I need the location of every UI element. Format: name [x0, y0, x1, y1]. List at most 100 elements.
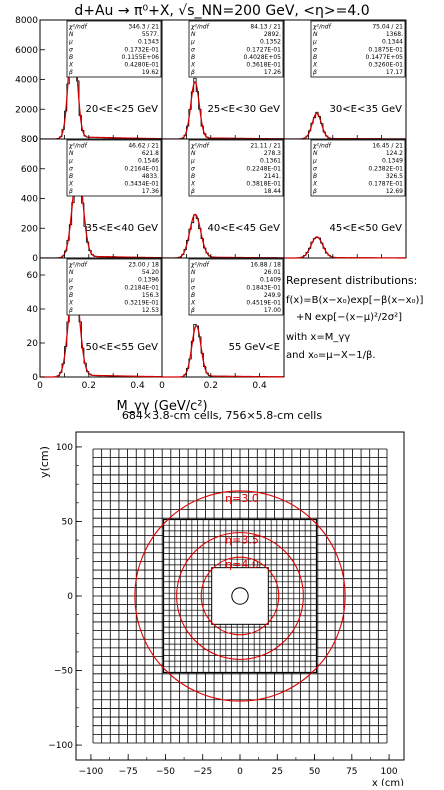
- fit-param-value: 17.36: [142, 188, 159, 195]
- fit-param-name: N: [69, 31, 74, 38]
- fit-param-value: 1368.: [386, 31, 403, 38]
- fit-param-name: χ²/ndf: [68, 24, 88, 31]
- fit-function-annotation: Represent distributions:: [286, 274, 417, 287]
- mass-panel: χ²/ndf 21.11 / 21 N 278.3 μ 0.1361 σ 0.2248E-01…: [161, 138, 285, 259]
- fit-param-name: σ: [313, 46, 317, 53]
- fit-param-value: 75.04 / 21: [372, 24, 403, 31]
- x-tick-label: 25: [272, 767, 283, 777]
- fit-param-name: σ: [69, 284, 73, 291]
- fit-function-annotation: with x=M_γγ: [286, 332, 350, 343]
- y-tick-label: 8000: [15, 16, 38, 26]
- fit-param-value: 26.01: [264, 269, 281, 276]
- fit-param-value: 0.1409: [260, 277, 281, 284]
- x-tick-label: 0.2: [204, 381, 218, 391]
- beam-hole: [211, 567, 269, 625]
- y-tick-label: 600: [21, 165, 38, 175]
- fit-param-value: 0.2248E-01: [246, 165, 281, 172]
- fit-param-name: μ: [68, 158, 73, 165]
- fit-function-annotation: +N exp[−(x−μ)²/2σ²]: [296, 312, 402, 323]
- large-cells: [92, 448, 388, 744]
- fit-param-name: σ: [69, 46, 73, 53]
- fit-param-name: X: [190, 300, 196, 307]
- fit-param-name: χ²/ndf: [312, 24, 332, 31]
- fit-param-name: β: [69, 188, 73, 195]
- y-tick-label: 800: [21, 135, 38, 145]
- fit-param-name: B: [313, 54, 317, 61]
- fit-param-value: 18.44: [264, 188, 281, 195]
- fit-param-value: 0.3219E-01: [124, 300, 159, 307]
- figure-title: d+Au → π⁰+X, √s_NN=200 GeV, <η>=4.0: [74, 3, 369, 19]
- fit-param-value: 0.4519E-01: [246, 300, 281, 307]
- fit-param-name: σ: [191, 284, 195, 291]
- eta-circle: [200, 556, 280, 636]
- fit-param-value: 0.1546: [138, 158, 159, 165]
- fit-param-name: μ: [190, 39, 195, 46]
- fit-param-name: σ: [313, 165, 317, 172]
- beam-pipe-circle: [231, 587, 249, 605]
- mass-panel: χ²/ndf 16.88 / 18 N 26.01 μ 0.1409 σ 0.1843E-01…: [161, 257, 285, 378]
- fit-param-name: N: [191, 269, 196, 276]
- fit-param-name: X: [312, 181, 318, 188]
- small-region-boundary: [162, 518, 318, 674]
- y-tick-label: 4000: [15, 76, 38, 86]
- fit-param-name: B: [69, 173, 73, 180]
- fit-param-name: χ²/ndf: [190, 24, 210, 31]
- fit-param-name: χ²/ndf: [312, 143, 332, 150]
- fit-param-value: 0.1727E-01: [246, 46, 281, 53]
- x-tick-label: 0: [237, 767, 243, 777]
- fit-param-name: μ: [312, 158, 317, 165]
- fit-stats-box: [310, 139, 406, 197]
- fit-param-value: 2141.: [264, 173, 281, 180]
- x-tick-label: −75: [119, 767, 138, 777]
- y-tick-label: 20: [27, 339, 39, 349]
- fit-param-name: X: [68, 62, 74, 69]
- fit-param-value: 23.00 / 18: [128, 262, 159, 269]
- fit-param-value: 0.4028E+05: [244, 54, 282, 61]
- energy-bin-label: 35<E<40 GeV: [86, 223, 159, 234]
- fit-param-name: N: [69, 150, 74, 157]
- fit-param-value: 54.20: [142, 269, 159, 276]
- eta-label: η=4.0: [225, 558, 259, 571]
- fit-param-name: N: [69, 269, 74, 276]
- y-tick-label: 0: [67, 592, 73, 602]
- y-tick-label: 0: [32, 373, 38, 383]
- y-tick-label: 2000: [15, 105, 38, 115]
- fit-param-value: 0.1361: [260, 158, 281, 165]
- fit-param-value: 17.00: [264, 307, 281, 314]
- fit-param-name: β: [191, 307, 195, 314]
- fit-param-name: β: [191, 69, 195, 76]
- fit-stats-box: [66, 258, 162, 316]
- y-tick-label: 60: [27, 271, 39, 281]
- x-tick-label: 0.2: [82, 381, 96, 391]
- fit-param-name: B: [191, 54, 195, 61]
- fit-param-name: σ: [191, 165, 195, 172]
- fit-param-value: 0.3434E-01: [124, 181, 159, 188]
- energy-bin-label: 45<E<50 GeV: [330, 223, 403, 234]
- fit-param-value: 12.53: [142, 307, 159, 314]
- fit-param-name: B: [191, 292, 195, 299]
- fit-param-name: β: [191, 188, 195, 195]
- fit-stats-box: [66, 20, 162, 78]
- fit-param-value: 0.1787E-01: [368, 181, 403, 188]
- fit-param-name: σ: [69, 165, 73, 172]
- fit-param-value: 0.4280E-01: [124, 62, 159, 69]
- energy-bin-label: 25<E<30 GeV: [208, 104, 281, 115]
- y-tick-label: 100: [56, 443, 73, 453]
- fit-param-value: 84.13 / 21: [250, 24, 281, 31]
- fit-param-value: 16.88 / 18: [250, 262, 281, 269]
- fit-function-annotation: f(x)=B(x−x₀)exp[−β(x−x₀)]: [286, 295, 423, 306]
- fit-param-value: 0.1477E+05: [366, 54, 404, 61]
- fit-param-value: 0.1396: [138, 277, 159, 284]
- y-tick-label: 400: [21, 195, 38, 205]
- fit-param-value: 0.1344: [382, 39, 403, 46]
- energy-bin-label: 55 GeV<E: [229, 342, 280, 353]
- fit-param-value: 0.2164E-01: [124, 165, 159, 172]
- x-tick-label: −25: [193, 767, 212, 777]
- y-tick-label: 0: [32, 135, 38, 145]
- x-tick-label: 0.4: [130, 381, 145, 391]
- fit-stats-box: [66, 139, 162, 197]
- fit-param-value: 0.3618E-01: [246, 62, 281, 69]
- y-tick-label: 40: [27, 305, 39, 315]
- fit-param-value: 16.45 / 21: [372, 143, 403, 150]
- y-tick-label: 200: [21, 224, 38, 234]
